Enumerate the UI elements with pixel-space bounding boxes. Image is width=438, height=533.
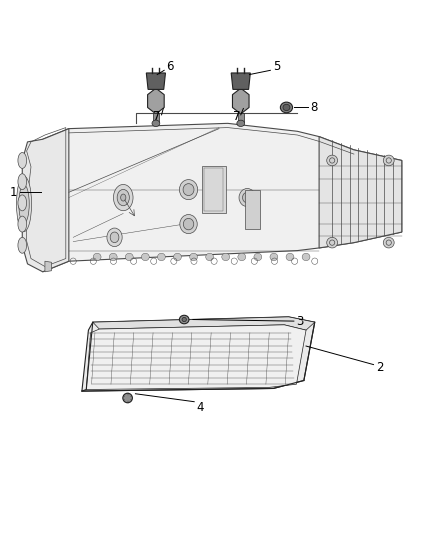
Bar — [201, 166, 226, 214]
Polygon shape — [86, 325, 306, 390]
Ellipse shape — [110, 232, 119, 243]
Polygon shape — [319, 136, 402, 248]
Ellipse shape — [17, 176, 32, 232]
Polygon shape — [93, 317, 315, 330]
Ellipse shape — [180, 215, 197, 233]
Ellipse shape — [327, 237, 338, 248]
Ellipse shape — [184, 219, 194, 230]
Ellipse shape — [270, 253, 278, 261]
Ellipse shape — [18, 174, 27, 190]
Text: 7: 7 — [233, 110, 240, 124]
Ellipse shape — [383, 155, 394, 166]
Polygon shape — [43, 123, 402, 272]
Polygon shape — [45, 261, 51, 272]
Ellipse shape — [113, 184, 133, 211]
Ellipse shape — [302, 253, 310, 261]
Polygon shape — [231, 73, 251, 90]
Ellipse shape — [19, 185, 29, 223]
Ellipse shape — [173, 253, 181, 261]
Text: 5: 5 — [273, 60, 280, 72]
Ellipse shape — [222, 253, 230, 261]
Ellipse shape — [180, 180, 198, 200]
Ellipse shape — [93, 253, 101, 261]
Ellipse shape — [283, 104, 290, 111]
Ellipse shape — [254, 253, 262, 261]
Polygon shape — [22, 128, 69, 272]
Bar — [204, 168, 223, 211]
Ellipse shape — [239, 189, 255, 207]
Ellipse shape — [206, 253, 214, 261]
Ellipse shape — [18, 152, 27, 168]
Polygon shape — [233, 88, 249, 114]
Ellipse shape — [383, 237, 394, 248]
Ellipse shape — [18, 195, 27, 211]
Ellipse shape — [286, 253, 294, 261]
Ellipse shape — [158, 253, 165, 261]
Text: 2: 2 — [376, 361, 384, 374]
Ellipse shape — [152, 120, 160, 126]
Ellipse shape — [18, 216, 27, 232]
Ellipse shape — [182, 317, 186, 321]
Text: 1: 1 — [10, 186, 18, 199]
Text: 4: 4 — [196, 400, 204, 414]
Polygon shape — [82, 317, 315, 391]
Polygon shape — [146, 73, 166, 90]
Ellipse shape — [280, 102, 293, 113]
Ellipse shape — [141, 253, 149, 261]
Polygon shape — [148, 88, 164, 114]
Bar — [245, 190, 260, 229]
Ellipse shape — [243, 192, 252, 203]
Ellipse shape — [238, 253, 246, 261]
Ellipse shape — [107, 228, 122, 247]
Ellipse shape — [120, 194, 126, 201]
Ellipse shape — [110, 253, 117, 261]
Ellipse shape — [125, 253, 133, 261]
Text: 8: 8 — [310, 101, 318, 114]
Text: 7: 7 — [153, 110, 161, 124]
Ellipse shape — [117, 189, 129, 206]
Ellipse shape — [180, 316, 189, 324]
Text: 3: 3 — [296, 314, 303, 328]
Ellipse shape — [123, 393, 132, 403]
Bar — [238, 113, 244, 122]
Bar — [153, 113, 159, 122]
Ellipse shape — [190, 253, 198, 261]
Ellipse shape — [183, 184, 194, 196]
Ellipse shape — [327, 155, 338, 166]
Ellipse shape — [237, 120, 245, 126]
Text: 6: 6 — [166, 60, 174, 72]
Ellipse shape — [18, 237, 27, 253]
